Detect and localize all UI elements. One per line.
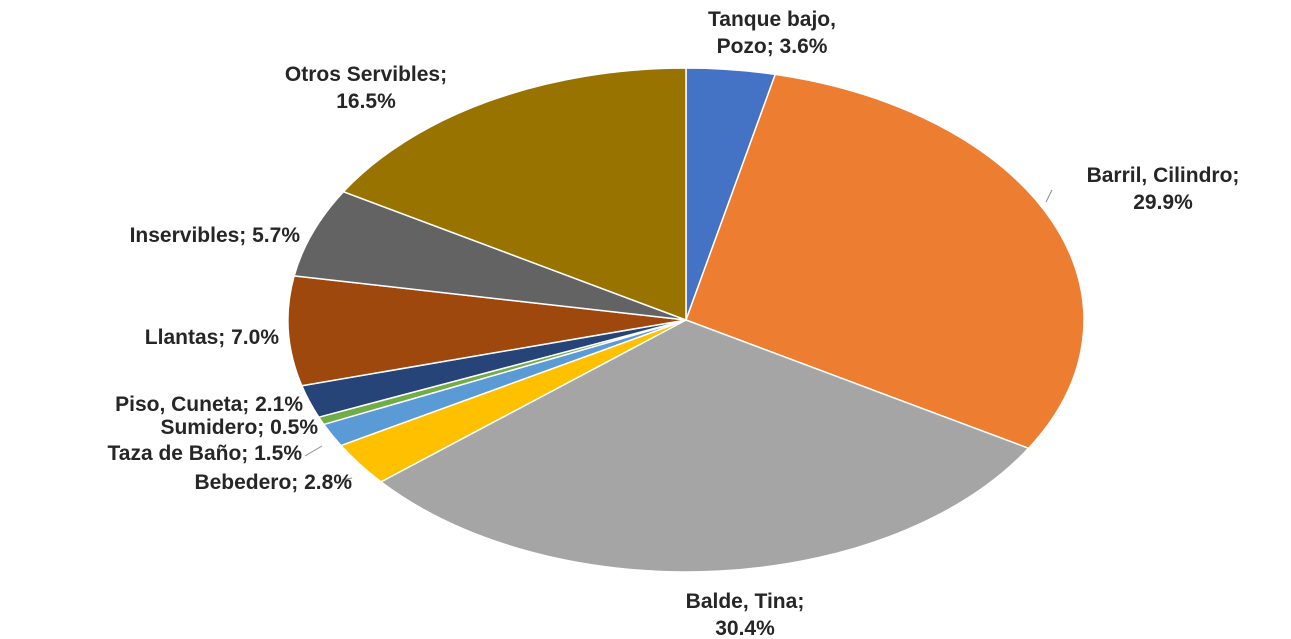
slice-label-line: Otros Servibles; xyxy=(285,63,447,86)
leader-line xyxy=(341,477,353,481)
slice-label-line: Llantas; 7.0% xyxy=(145,326,280,349)
leader-line xyxy=(1045,189,1053,203)
slice-label: Taza de Baño; 1.5% xyxy=(108,442,303,465)
leader-line xyxy=(304,445,323,457)
pie-slice-otros-servibles xyxy=(342,67,687,322)
slice-label-line: Inservibles; 5.7% xyxy=(130,224,301,247)
slice-label-line: Pozo; 3.6% xyxy=(717,35,828,58)
slice-label-line: 30.4% xyxy=(715,617,775,639)
slice-label: Piso, Cuneta; 2.1% xyxy=(115,393,303,416)
slice-label: Otros Servibles; 16.5% xyxy=(285,63,447,113)
slice-label: Inservibles; 5.7% xyxy=(130,224,301,247)
slice-label-line: Piso, Cuneta; 2.1% xyxy=(115,393,303,416)
pie-slice-balde-tina xyxy=(379,319,1030,573)
slice-labels: Tanque bajo, Pozo; 3.6% Barril, Cilindro; 2… xyxy=(108,8,1240,639)
slice-label: Barril, Cilindro; 29.9% xyxy=(1087,164,1240,214)
slice-label-line: 29.9% xyxy=(1133,191,1193,214)
slice-label-line: Balde, Tina; xyxy=(686,590,805,613)
leader-lines xyxy=(304,189,1053,481)
slice-label-line: Sumidero; 0.5% xyxy=(160,416,318,439)
slice-label: Llantas; 7.0% xyxy=(145,326,280,349)
slice-label-line: 16.5% xyxy=(336,90,396,113)
slice-label: Balde, Tina; 30.4% xyxy=(686,590,805,639)
slice-label-line: Taza de Baño; 1.5% xyxy=(108,442,303,465)
slice-label-line: Barril, Cilindro; xyxy=(1087,164,1240,187)
pie-slice-barril-cilindro xyxy=(685,73,1085,450)
slice-label: Tanque bajo, Pozo; 3.6% xyxy=(708,8,836,58)
slice-label-line: Tanque bajo, xyxy=(708,8,836,31)
pie-slice-llantas xyxy=(287,275,687,387)
pie-slice-inservibles xyxy=(293,190,687,321)
slice-label: Sumidero; 0.5% xyxy=(160,416,318,439)
pie-slices xyxy=(287,67,1085,573)
slice-label: Bebedero; 2.8% xyxy=(194,471,352,494)
slice-label-line: Bebedero; 2.8% xyxy=(194,471,352,494)
